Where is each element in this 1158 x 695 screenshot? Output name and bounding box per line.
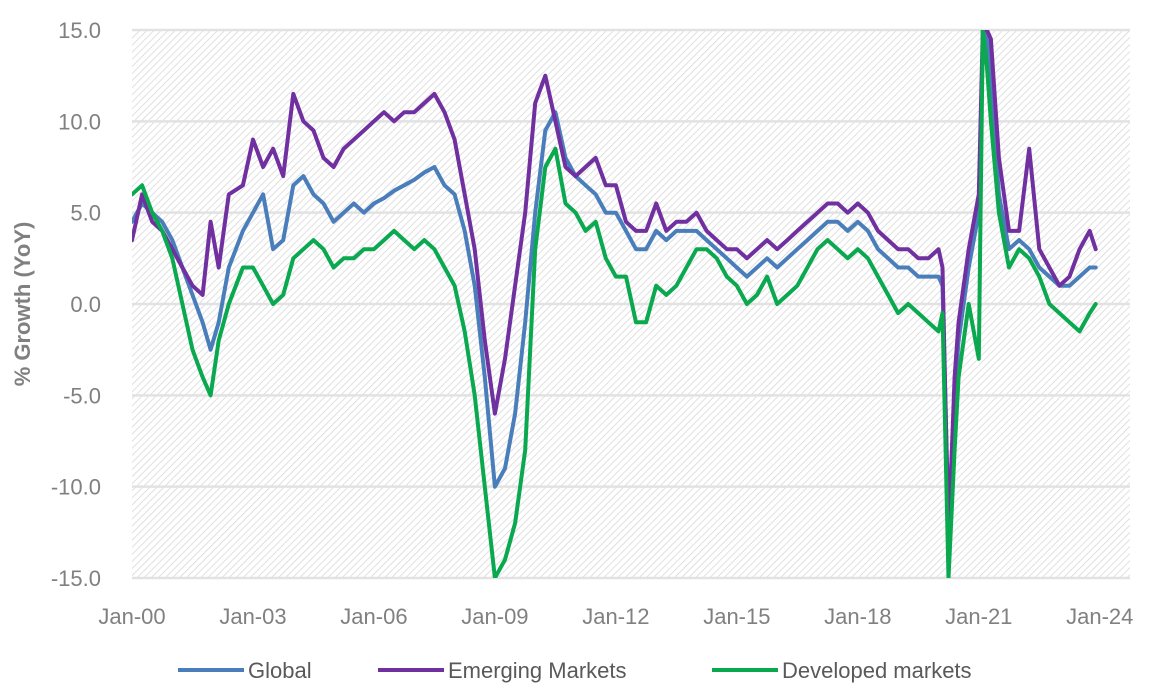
y-tick-label: -5.0 <box>63 383 101 408</box>
legend: Global Emerging Markets Developed markets <box>178 658 972 683</box>
x-tick-label: Jan-21 <box>945 604 1012 629</box>
legend-label-developed-markets: Developed markets <box>782 658 972 683</box>
y-tick-label: -15.0 <box>51 566 101 591</box>
legend-label-emerging-markets: Emerging Markets <box>448 658 627 683</box>
x-tick-label: Jan-24 <box>1066 604 1133 629</box>
x-tick-label: Jan-06 <box>340 604 407 629</box>
y-tick-label: 10.0 <box>58 109 101 134</box>
x-tick-label: Jan-12 <box>582 604 649 629</box>
x-tick-label: Jan-18 <box>824 604 891 629</box>
x-tick-label: Jan-15 <box>703 604 770 629</box>
x-tick-label: Jan-09 <box>461 604 528 629</box>
y-tick-label: -10.0 <box>51 475 101 500</box>
y-axis-title: % Growth (YoY) <box>10 222 35 387</box>
series-line-emerging-markets <box>132 30 1098 544</box>
series-line-developed-markets <box>132 30 1098 578</box>
y-tick-label: 0.0 <box>70 292 101 317</box>
y-tick-label: 5.0 <box>70 201 101 226</box>
y-tick-label: 15.0 <box>58 18 101 43</box>
legend-label-global: Global <box>248 658 312 683</box>
x-tick-label: Jan-03 <box>219 604 286 629</box>
x-tick-label: Jan-00 <box>98 604 165 629</box>
